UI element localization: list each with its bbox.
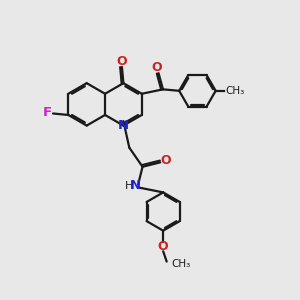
Text: O: O xyxy=(158,240,169,254)
Text: N: N xyxy=(130,179,141,192)
Text: F: F xyxy=(43,106,52,119)
Text: O: O xyxy=(152,61,162,74)
Text: CH₃: CH₃ xyxy=(225,86,244,96)
Text: O: O xyxy=(160,154,171,167)
Text: O: O xyxy=(117,55,127,68)
Text: H: H xyxy=(124,181,133,191)
Text: CH₃: CH₃ xyxy=(171,259,191,269)
Text: N: N xyxy=(118,119,129,132)
